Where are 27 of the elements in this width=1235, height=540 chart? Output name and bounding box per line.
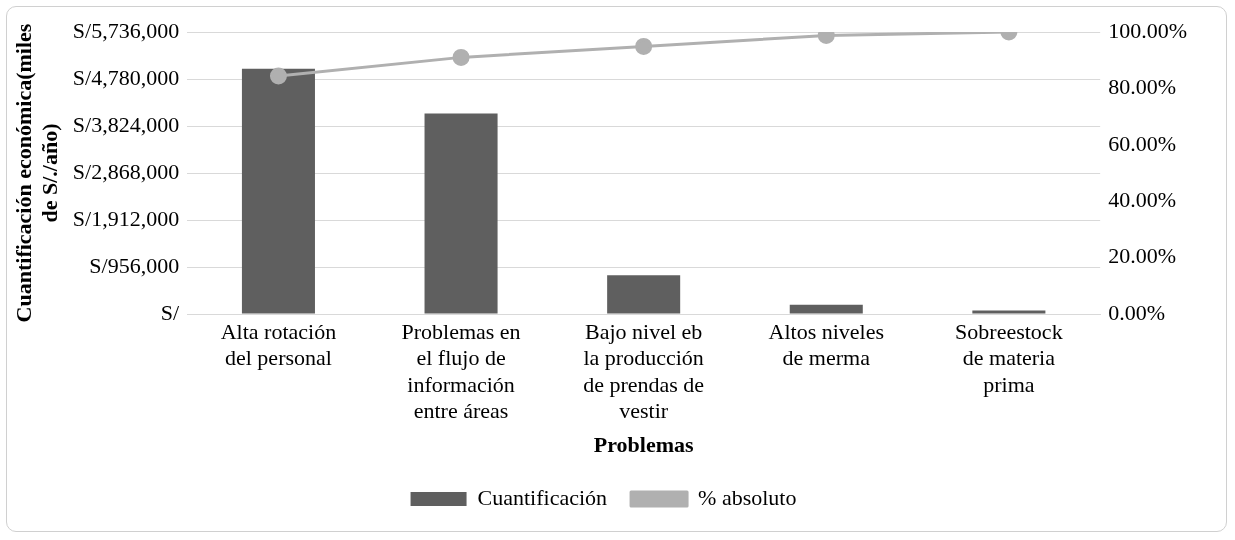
y2-tick-label: 40.00% bbox=[1108, 186, 1176, 212]
y-tick-label: S/1,912,000 bbox=[72, 205, 180, 231]
bar bbox=[789, 304, 863, 314]
y2-tick-label: 0.00% bbox=[1108, 299, 1165, 325]
y2-tick-label: 60.00% bbox=[1108, 130, 1176, 156]
y-tick-label: S/2,868,000 bbox=[72, 158, 180, 184]
bar bbox=[607, 275, 681, 314]
y-tick-label: S/4,780,000 bbox=[72, 64, 180, 90]
y-tick-label: S/ bbox=[160, 299, 181, 325]
legend-label: Cuantificación bbox=[477, 484, 608, 510]
y2-tick-label: 80.00% bbox=[1108, 74, 1176, 100]
bar bbox=[424, 113, 498, 314]
x-tick-label: Altos niveles de merma bbox=[768, 318, 885, 371]
x-tick-label: Bajo nivel eb la producción de prendas de vestir bbox=[583, 318, 705, 424]
bar bbox=[972, 310, 1046, 314]
x-tick-label: Alta rotación del personal bbox=[220, 318, 337, 371]
y-tick-label: S/5,736,000 bbox=[72, 17, 180, 43]
x-tick-label: Sobreestock de materia prima bbox=[955, 318, 1063, 397]
y2-tick-label: 100.00% bbox=[1108, 17, 1187, 43]
x-axis-title: Problemas bbox=[593, 432, 694, 458]
bar bbox=[241, 68, 315, 314]
y2-tick-label: 20.00% bbox=[1108, 243, 1176, 269]
y-tick-label: S/3,824,000 bbox=[72, 111, 180, 137]
legend-label: % absoluto bbox=[698, 484, 797, 510]
y-tick-label: S/956,000 bbox=[89, 252, 180, 278]
y-axis-title: Cuantificación económica(miles de S/./año) bbox=[10, 23, 63, 323]
x-tick-label: Problemas en el flujo de información entre áreas bbox=[401, 318, 521, 424]
